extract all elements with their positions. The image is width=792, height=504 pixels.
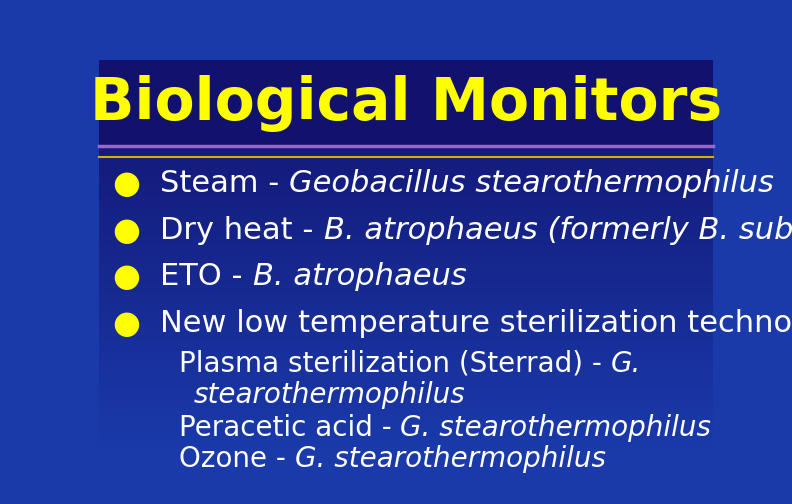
Text: ●: ● xyxy=(112,216,140,247)
Text: B. atrophaeus (formerly B. subtilis): B. atrophaeus (formerly B. subtilis) xyxy=(323,216,792,245)
Text: ●: ● xyxy=(112,309,140,340)
Text: G.: G. xyxy=(611,350,641,377)
Text: B. atrophaeus: B. atrophaeus xyxy=(253,262,466,291)
Bar xyxy=(99,60,713,146)
Text: ●: ● xyxy=(112,169,140,200)
Text: Peracetic acid -: Peracetic acid - xyxy=(179,414,401,442)
Text: Plasma sterilization (Sterrad) -: Plasma sterilization (Sterrad) - xyxy=(179,350,611,377)
Text: ●: ● xyxy=(112,262,140,293)
Text: Biological Monitors: Biological Monitors xyxy=(89,75,722,132)
Text: Ozone -: Ozone - xyxy=(179,445,295,473)
Text: G. stearothermophilus: G. stearothermophilus xyxy=(401,414,711,442)
Text: stearothermophilus: stearothermophilus xyxy=(194,381,466,409)
Text: Steam -: Steam - xyxy=(160,169,289,198)
Text: New low temperature sterilization technologies: New low temperature sterilization techno… xyxy=(160,309,792,338)
Text: G. stearothermophilus: G. stearothermophilus xyxy=(295,445,606,473)
Text: ETO -: ETO - xyxy=(160,262,253,291)
Text: Dry heat -: Dry heat - xyxy=(160,216,323,245)
Text: Geobacillus stearothermophilus: Geobacillus stearothermophilus xyxy=(289,169,775,198)
